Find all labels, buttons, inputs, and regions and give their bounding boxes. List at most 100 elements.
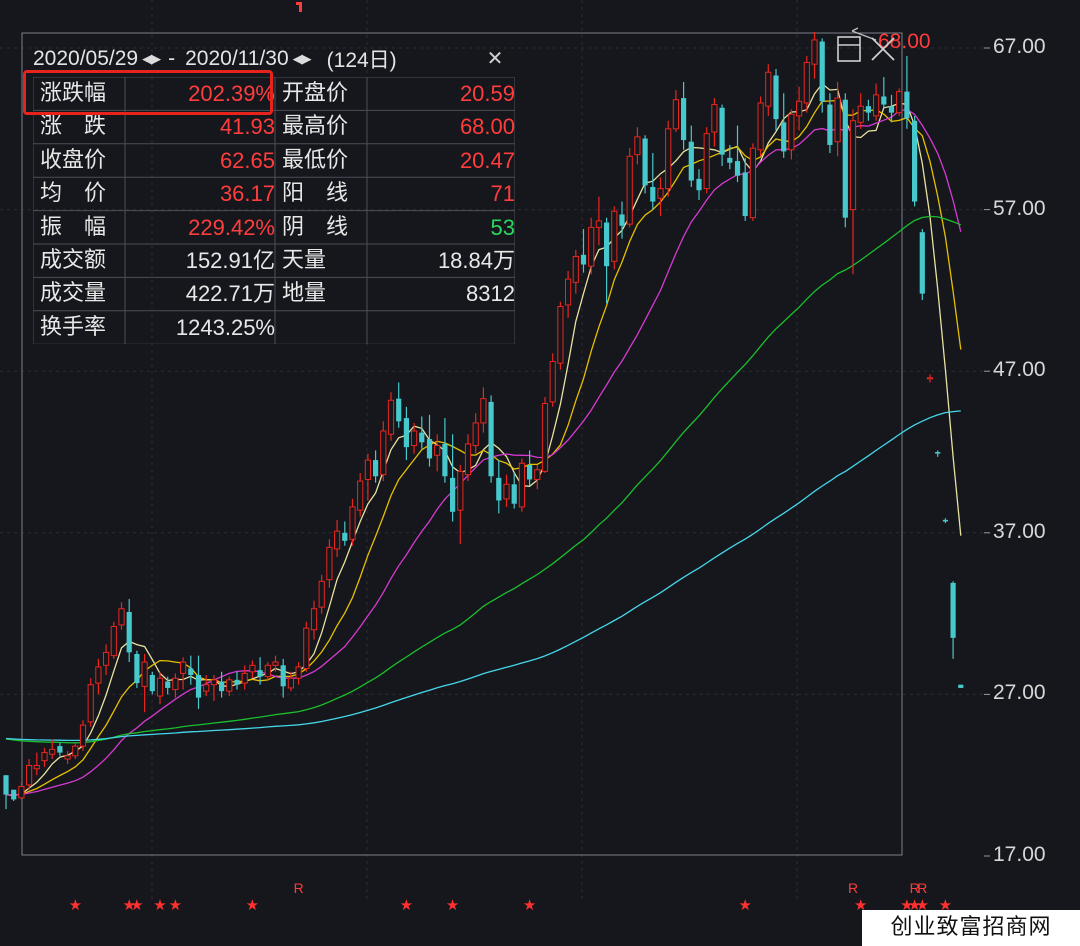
star-marker-icon: ★ <box>122 896 135 914</box>
r-marker: R <box>909 880 920 896</box>
stat-value: 20.59 <box>459 81 515 106</box>
candle-body-up <box>434 445 441 456</box>
stat-label: 振 幅 <box>40 214 107 240</box>
candle-body-down <box>827 104 833 145</box>
candle-body-up <box>118 608 125 626</box>
candle-body-up <box>33 765 40 770</box>
star-marker-icon: ★ <box>130 896 143 914</box>
stats-table-grid <box>33 77 515 344</box>
candle-body-up <box>249 664 256 673</box>
candle-body-down <box>942 519 948 522</box>
candle-body-up <box>87 684 94 723</box>
r-marker: R <box>293 880 304 896</box>
candle-body-down <box>419 432 425 443</box>
candle-body-up <box>72 745 79 757</box>
star-marker-icon: ★ <box>153 896 166 914</box>
candle-body-up <box>41 752 48 762</box>
candle-body-down <box>688 141 694 181</box>
star-marker-icon: ★ <box>169 896 182 914</box>
stat-value: 1243.25% <box>175 314 275 340</box>
candle-body-up <box>849 120 857 211</box>
candle-body-up <box>172 677 179 691</box>
stat-value <box>367 311 521 344</box>
candle-body-down <box>935 452 941 454</box>
range-days-count: (124日) <box>326 49 397 72</box>
candle-body-up <box>203 684 210 692</box>
candle-body-up <box>796 100 803 117</box>
candle-body-up <box>665 128 672 190</box>
stat-label: 成交量 <box>40 281 107 307</box>
candle-body-up <box>110 626 117 657</box>
candle-body-down <box>165 681 171 688</box>
stat-value: 422.71万 <box>185 281 275 307</box>
candle-body-up <box>364 459 371 480</box>
candle-body-up <box>210 679 218 686</box>
candle-body-up <box>634 136 641 156</box>
candle-body-down <box>527 464 533 480</box>
candle-body-down <box>511 484 517 504</box>
candle-body-up <box>857 105 864 123</box>
candle-body-up <box>457 470 464 511</box>
candle-body-up <box>287 677 294 689</box>
candle-body-up <box>811 39 818 65</box>
stat-label: 均 价 <box>40 181 107 207</box>
candle-body-up <box>873 94 880 117</box>
interval-stats-table: 涨跌幅 202.39% 开盘价 20.59 涨 跌 41.93 最高价 68.00 收盘价 62.… <box>33 77 515 344</box>
event-star-markers: ★ ★★ ★ ★ ★ ★ ★ ★ ★ ★ ★★★ ★ <box>69 896 953 914</box>
candle-body-down <box>426 439 433 459</box>
candle-body-down <box>642 138 648 186</box>
candle-body-down <box>619 214 625 226</box>
date-range-selector[interactable]: 2020/05/29 ◀▶ - 2020/11/30 ◀▶ (124日) <box>33 43 515 75</box>
left-right-arrows-icon[interactable]: ◀▶ <box>142 51 161 66</box>
r-marker: R <box>848 880 859 896</box>
candle-body-down <box>342 532 348 541</box>
candle-body-up <box>711 104 718 133</box>
candle-body-down <box>57 746 63 753</box>
candle-body-up <box>926 377 934 380</box>
candle-body-down <box>842 99 848 218</box>
candle-body-up <box>241 672 248 684</box>
range-start-date[interactable]: 2020/05/29 <box>33 47 139 70</box>
candle-body-down <box>604 222 610 267</box>
candle-body-up <box>611 210 618 262</box>
stat-label: 开盘价 <box>282 81 349 106</box>
candle-body-up <box>334 530 341 550</box>
candle-body-down <box>403 418 409 448</box>
candle-body-up <box>264 664 271 678</box>
candle-body-up <box>26 765 33 786</box>
ma-line-120 <box>5 410 961 742</box>
candle-body-down <box>958 684 964 688</box>
candle-body-up <box>565 278 572 306</box>
stat-label: 阳 线 <box>282 181 349 207</box>
star-marker-icon: ★ <box>446 896 459 914</box>
stat-label: 天量 <box>282 248 327 273</box>
y-axis-label: 67.00 <box>993 35 1046 58</box>
candle-body-up <box>49 748 56 755</box>
candle-body-up <box>549 361 556 403</box>
range-end-date[interactable]: 2020/11/30 <box>185 47 289 70</box>
candle-body-down <box>650 186 656 202</box>
close-icon[interactable] <box>868 34 898 64</box>
stat-value: 8312 <box>466 281 515 307</box>
candle-body-up <box>64 755 71 760</box>
candle-body-up <box>541 403 549 472</box>
candle-body-up <box>557 306 564 364</box>
candle-body-up <box>595 220 602 228</box>
stat-value: 71 <box>490 181 515 207</box>
candle-body-down <box>126 611 132 653</box>
square-outline-icon[interactable] <box>836 34 864 64</box>
candle-body-down <box>742 172 748 217</box>
close-panel-icon[interactable]: ✕ <box>486 46 504 70</box>
candle-body-down <box>865 106 871 113</box>
candle-body-up <box>226 679 233 692</box>
range-separator: - <box>168 47 176 70</box>
stat-label <box>275 311 374 344</box>
candle-body-down <box>134 654 140 684</box>
candle-body-up <box>472 422 479 447</box>
candle-body-up <box>588 226 595 267</box>
stat-value: 68.00 <box>459 114 515 140</box>
candle-body-up <box>318 580 325 608</box>
candle-body-up <box>896 91 903 114</box>
change-pct-highlight-box <box>23 70 273 115</box>
left-right-arrows-icon[interactable]: ◀▶ <box>292 51 312 66</box>
